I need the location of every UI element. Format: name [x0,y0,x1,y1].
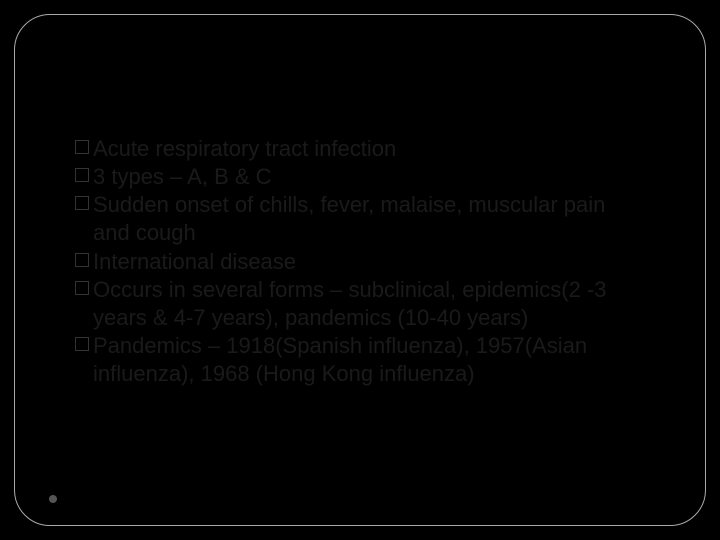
list-item-text: Pandemics – 1918(Spanish influenza), 195… [93,332,645,388]
square-bullet-icon [75,281,89,295]
list-item-text: 3 types – A, B & C [93,163,645,191]
list-item: Occurs in several forms – subclinical, e… [75,276,645,332]
list-item-text: Occurs in several forms – subclinical, e… [93,276,645,332]
list-item-text: International disease [93,248,645,276]
square-bullet-icon [75,196,89,210]
square-bullet-icon [75,168,89,182]
bullet-list: Acute respiratory tract infection 3 type… [75,135,645,388]
list-item: Sudden onset of chills, fever, malaise, … [75,191,645,247]
square-bullet-icon [75,337,89,351]
list-item-text: Acute respiratory tract infection [93,135,645,163]
list-item-text: Sudden onset of chills, fever, malaise, … [93,191,645,247]
square-bullet-icon [75,140,89,154]
list-item: Pandemics – 1918(Spanish influenza), 195… [75,332,645,388]
slide-frame: Acute respiratory tract infection 3 type… [14,14,706,526]
list-item: Acute respiratory tract infection [75,135,645,163]
square-bullet-icon [75,253,89,267]
page-indicator-dot [49,495,57,503]
list-item: International disease [75,248,645,276]
list-item: 3 types – A, B & C [75,163,645,191]
